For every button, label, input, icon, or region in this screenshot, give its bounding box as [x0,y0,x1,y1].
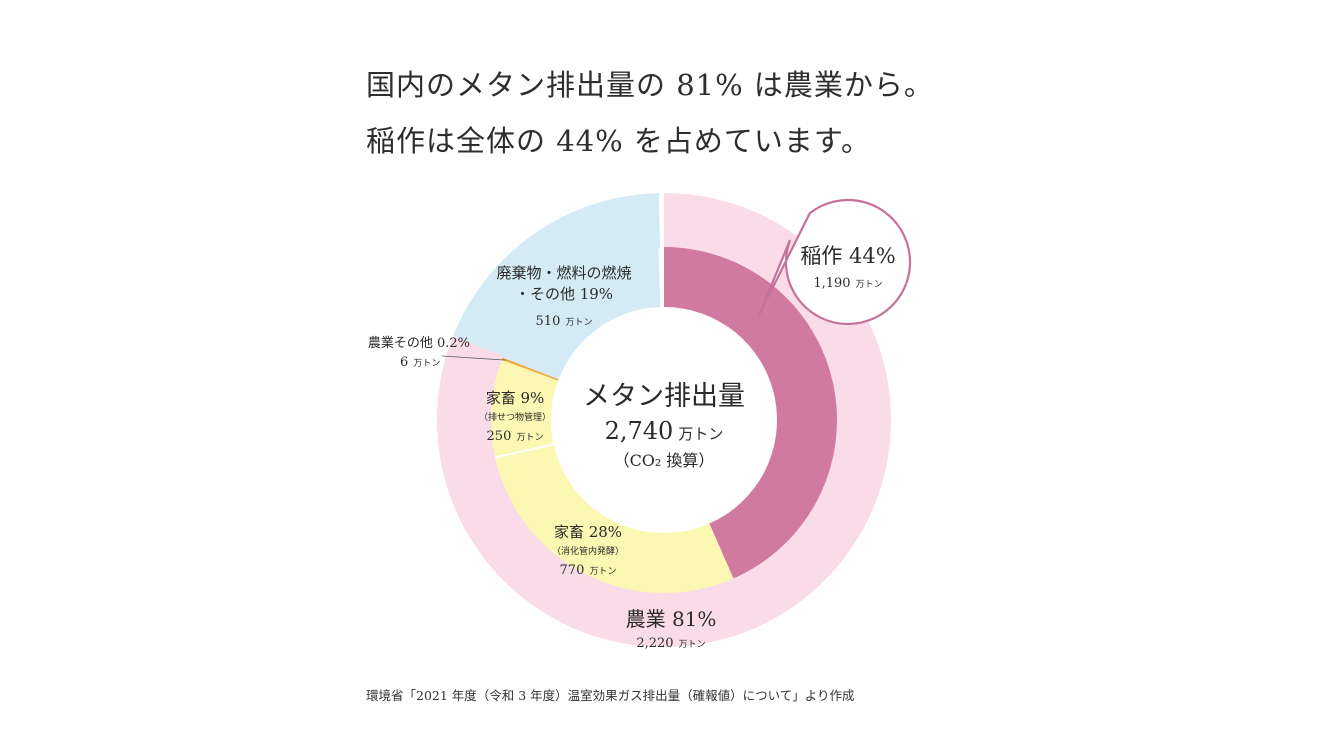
label-agri-value: 2,220 [636,636,674,651]
center-label: メタン排出量 2,740 万トン （CO₂ 換算） [564,374,764,471]
label-enteric-value: 770 [559,563,585,578]
other-agri-leader-line [441,355,506,361]
livestock-separator [494,443,554,459]
label-rice-unit: 万トン [855,280,883,290]
label-rice-pct: 稲作 44% [800,244,896,268]
label-other-agri-unit: 万トン [413,359,441,369]
label-other-agri-value: 6 [400,355,409,370]
outer-slice-waste [453,193,661,357]
label-other-agri-pct: 農業その他 0.2% [367,336,470,351]
label-waste: 廃棄物・燃料の燃焼 ・その他 19% 510 万トン [482,262,646,329]
label-waste-pct-2: ・その他 19% [514,285,614,303]
rice-callout-bubble [758,198,912,326]
source-note: 環境省「2021 年度（令和 3 年度）温室効果ガス排出量（確報値）について」よ… [366,688,855,703]
label-enteric-unit: 万トン [589,567,617,577]
center-note: （CO₂ 換算） [613,451,715,470]
inner-slice-enteric [495,444,734,594]
label-enteric: 家畜 28% （消化管内発酵） 770 万トン [538,521,638,578]
headline-line-2: 稲作は全体の 44% を占めています。 [366,124,871,158]
label-enteric-pct: 家畜 28% [553,523,623,541]
label-enteric-sub: （消化管内発酵） [551,547,624,557]
center-unit: 万トン [678,425,724,443]
label-waste-value: 510 [535,314,561,329]
label-agri-unit: 万トン [678,640,706,650]
label-agri-pct: 農業 81% [625,607,717,631]
label-manure-value: 250 [486,429,512,444]
inner-slice-rice [664,247,837,579]
label-rice-value: 1,190 [813,276,851,291]
center-title: メタン排出量 [583,381,745,412]
label-manure: 家畜 9% （排せつ物管理） 250 万トン [472,387,558,444]
inner-slice-other-agri [501,357,559,381]
center-value: 2,740 [604,417,674,445]
label-waste-unit: 万トン [565,318,593,328]
label-other-agri: 農業その他 0.2% 6 万トン [362,332,470,370]
label-manure-sub: （排せつ物管理） [478,413,551,423]
headline-line-1: 国内のメタン排出量の 81% は農業から。 [366,68,934,102]
label-manure-pct: 家畜 9% [485,389,545,407]
inner-slice-manure [491,359,559,458]
label-waste-pct-1: 廃棄物・燃料の燃焼 [496,264,632,282]
label-rice: 稲作 44% 1,190 万トン [790,240,906,291]
label-manure-unit: 万トン [516,433,544,443]
label-agriculture: 農業 81% 2,220 万トン [611,603,731,651]
inner-slice-waste [502,247,661,380]
